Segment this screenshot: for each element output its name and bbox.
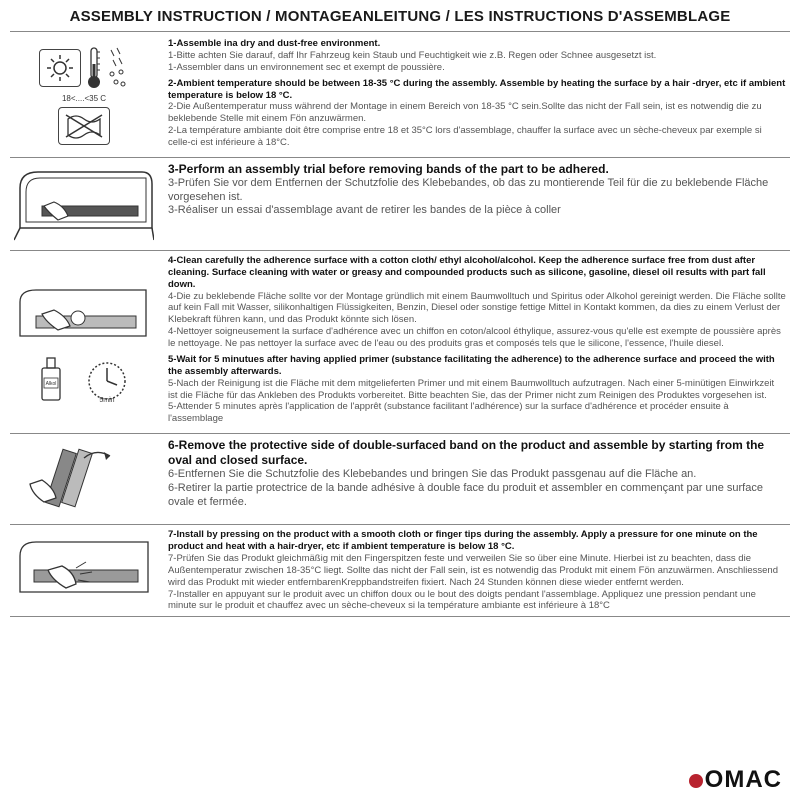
step-2-fr: 2-La température ambiante doit être comp… xyxy=(168,125,786,149)
step-6-de: 6-Entfernen Sie die Schutzfolie des Kleb… xyxy=(168,468,786,482)
step-3-en: 3-Perform an assembly trial before remov… xyxy=(168,162,786,177)
alcohol-bottle-icon: Alkol xyxy=(38,354,64,404)
no-wash-icon xyxy=(58,107,110,145)
svg-text:Alkol: Alkol xyxy=(46,381,57,387)
step-text-6: 6-Remove the protective side of double-s… xyxy=(162,434,790,524)
brand-logo: OMAC xyxy=(689,766,782,794)
step-3-de: 3-Prüfen Sie vor dem Entfernen der Schut… xyxy=(168,177,786,205)
temp-range-label: 18<....<35 C xyxy=(62,94,106,103)
step-7-de: 7-Prüfen Sie das Produkt gleichmäßig mit… xyxy=(168,553,786,589)
step-2-en: 2-Ambient temperature should be between … xyxy=(168,78,786,102)
step-7-en: 7-Install by pressing on the product wit… xyxy=(168,529,786,553)
step-5-en: 5-Wait for 5 minutues after having appli… xyxy=(168,354,786,378)
assembly-instruction-page: ASSEMBLY INSTRUCTION / MONTAGEANLEITUNG … xyxy=(0,0,800,800)
illustration-trial xyxy=(10,158,162,250)
step-row-3: 3-Perform an assembly trial before remov… xyxy=(10,158,790,251)
timer-icon: 5min xyxy=(84,358,130,404)
illustration-remove-film xyxy=(10,434,162,524)
step-6-fr: 6-Retirer la partie protectrice de la ba… xyxy=(168,482,786,510)
divider xyxy=(10,31,790,32)
step-text-1-2: 1-Assemble ina dry and dust-free environ… xyxy=(162,34,790,157)
step-row-4-5: Alkol 5min 4-Clean carefully the adheren… xyxy=(10,251,790,434)
cleaning-icon xyxy=(14,280,154,350)
step-4-fr: 4-Nettoyer soigneusement la surface d'ad… xyxy=(168,326,786,350)
step-text-4-5: 4-Clean carefully the adherence surface … xyxy=(162,251,790,433)
step-row-7: 7-Install by pressing on the product wit… xyxy=(10,525,790,617)
step-1-de: 1-Bitte achten Sie darauf, daff Ihr Fahr… xyxy=(168,50,786,62)
logo-dot-icon xyxy=(689,774,703,788)
illustration-clean-primer: Alkol 5min xyxy=(10,251,162,433)
step-text-3: 3-Perform an assembly trial before remov… xyxy=(162,158,790,250)
step-3-fr: 3-Réaliser un essai d'assemblage avant d… xyxy=(168,204,786,218)
step-4: 4-Clean carefully the adherence surface … xyxy=(168,255,786,350)
peel-tape-icon xyxy=(14,438,154,520)
step-4-de: 4-Die zu beklebende Fläche sollte vor de… xyxy=(168,291,786,327)
illustration-env-temp: 18<....<35 C xyxy=(10,34,162,157)
step-1-en: 1-Assemble ina dry and dust-free environ… xyxy=(168,38,786,50)
step-row-6: 6-Remove the protective side of double-s… xyxy=(10,434,790,525)
snow-rain-icon xyxy=(107,46,129,90)
step-text-7: 7-Install by pressing on the product wit… xyxy=(162,525,790,616)
footer: OMAC xyxy=(10,762,790,794)
title-bar: ASSEMBLY INSTRUCTION / MONTAGEANLEITUNG … xyxy=(10,8,790,25)
logo-text: OMAC xyxy=(705,766,782,794)
svg-text:5min: 5min xyxy=(99,397,114,404)
step-row-1-2: 18<....<35 C 1-Assemble ina dry and dust… xyxy=(10,34,790,158)
step-5: 5-Wait for 5 minutues after having appli… xyxy=(168,354,786,425)
sun-icon xyxy=(39,49,81,87)
step-4-en: 4-Clean carefully the adherence surface … xyxy=(168,255,786,291)
step-2-de: 2-Die Außentemperatur muss während der M… xyxy=(168,101,786,125)
step-2: 2-Ambient temperature should be between … xyxy=(168,78,786,149)
step-1-fr: 1-Assembler dans un environnement sec et… xyxy=(168,62,786,74)
door-sill-trial-icon xyxy=(14,162,154,246)
illustration-press xyxy=(10,525,162,616)
step-6-en: 6-Remove the protective side of double-s… xyxy=(168,438,786,468)
thermometer-icon xyxy=(85,46,103,90)
step-1: 1-Assemble ina dry and dust-free environ… xyxy=(168,38,786,74)
step-5-de: 5-Nach der Reinigung ist die Fläche mit … xyxy=(168,378,786,402)
press-install-icon xyxy=(14,532,154,610)
step-7-fr: 7-Installer en appuyant sur le produit a… xyxy=(168,589,786,613)
step-5-fr: 5-Attender 5 minutes après l'application… xyxy=(168,401,786,425)
page-title: ASSEMBLY INSTRUCTION / MONTAGEANLEITUNG … xyxy=(10,8,790,25)
